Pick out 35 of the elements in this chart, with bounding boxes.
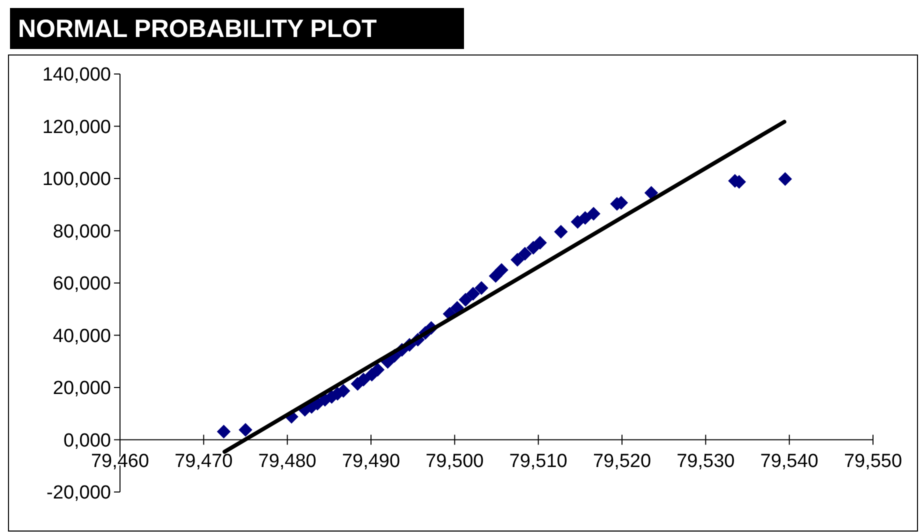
x-tick-label: 79,500: [426, 450, 484, 472]
y-tick-label: 20,000: [52, 378, 111, 400]
point: [216, 424, 231, 439]
point: [533, 236, 547, 250]
x-tick-label: 79,520: [592, 450, 652, 472]
point: [494, 263, 508, 277]
x-tick-label: 79,540: [760, 450, 818, 472]
y-tick-label: 100,000: [42, 169, 111, 190]
point: [458, 292, 472, 307]
x-tick-label: 79,510: [509, 450, 568, 472]
x-tick-label: 79,530: [676, 450, 735, 472]
point: [778, 172, 792, 186]
point: [644, 186, 658, 200]
y-tick-label: 0,000: [63, 430, 111, 452]
x-tick-label: 79,490: [342, 450, 400, 472]
point: [356, 372, 370, 387]
point: [554, 224, 568, 239]
point: [510, 252, 524, 267]
y-tick-label: 80,000: [52, 221, 111, 242]
x-tick-label: 79,480: [258, 450, 316, 472]
chart-title: NORMAL PROBABILITY PLOT: [18, 15, 377, 43]
y-tick-label: 120,000: [42, 116, 111, 138]
point: [466, 286, 480, 301]
point: [586, 206, 600, 221]
point: [518, 246, 532, 261]
point: [370, 362, 385, 377]
point: [238, 422, 252, 437]
point: [474, 281, 488, 295]
y-tick-label: -20,000: [46, 482, 111, 504]
point: [578, 211, 592, 225]
x-tick-label: 79,470: [174, 450, 233, 472]
y-tick-label: 140,000: [42, 64, 111, 86]
y-tick-label: 60,000: [52, 274, 111, 295]
x-tick-label: 79,550: [844, 450, 902, 472]
y-tick-label: 40,000: [52, 326, 111, 347]
